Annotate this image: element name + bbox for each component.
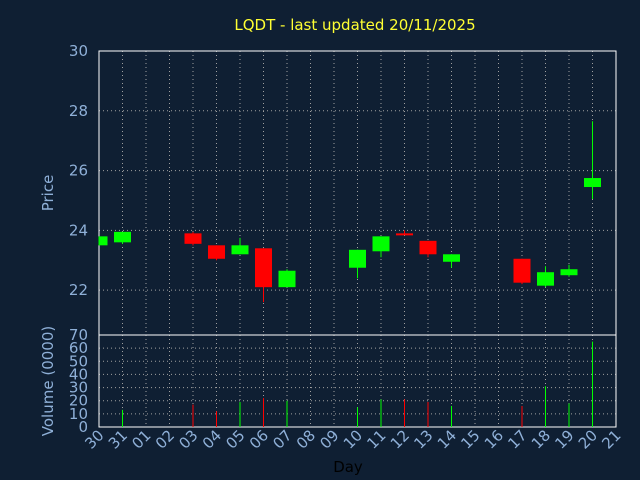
- candle-body: [349, 249, 366, 268]
- candle-body: [231, 245, 249, 255]
- candle-body: [114, 231, 131, 243]
- volume-y-tick-label: 0: [78, 418, 88, 436]
- price-y-tick-label: 30: [69, 42, 88, 60]
- price-y-ticks: 22 24 26 28 30: [69, 42, 88, 299]
- candle-body: [372, 236, 390, 252]
- price-y-tick-label: 26: [69, 162, 88, 180]
- price-y-tick-label: 22: [69, 281, 88, 299]
- volume-y-tick-label: 60: [69, 339, 88, 357]
- volume-axis-label: Volume (0000): [39, 326, 57, 436]
- volume-y-tick-label: 20: [69, 392, 88, 410]
- candle-body: [443, 254, 460, 262]
- price-y-tick-label: 24: [69, 221, 88, 239]
- candle-body: [184, 233, 202, 244]
- candle-body: [560, 269, 578, 276]
- volume-y-tick-label: 70: [69, 326, 88, 344]
- x-ticks: 3031010203040506070809101112131415161718…: [81, 426, 624, 452]
- price-axis-label: Price: [39, 175, 57, 212]
- candles: [98, 121, 601, 303]
- candle-body: [419, 240, 437, 255]
- volume-y-tick-label: 10: [69, 405, 88, 423]
- volume-y-tick-label: 50: [69, 352, 88, 370]
- x-axis-label: Day: [333, 458, 363, 476]
- candle-body: [99, 236, 108, 246]
- volume-y-tick-label: 30: [69, 379, 88, 397]
- volume-bars: [122, 341, 593, 427]
- candle-body: [396, 233, 413, 236]
- candle-body: [255, 248, 272, 288]
- candle-body: [208, 245, 225, 259]
- volume-y-tick-label: 40: [69, 365, 88, 383]
- candle-body: [537, 272, 554, 286]
- price-y-tick-label: 28: [69, 102, 88, 120]
- candle-body: [584, 178, 601, 188]
- candle-body: [513, 258, 531, 283]
- candle-body: [278, 270, 296, 288]
- chart-title: LQDT - last updated 20/11/2025: [234, 16, 475, 34]
